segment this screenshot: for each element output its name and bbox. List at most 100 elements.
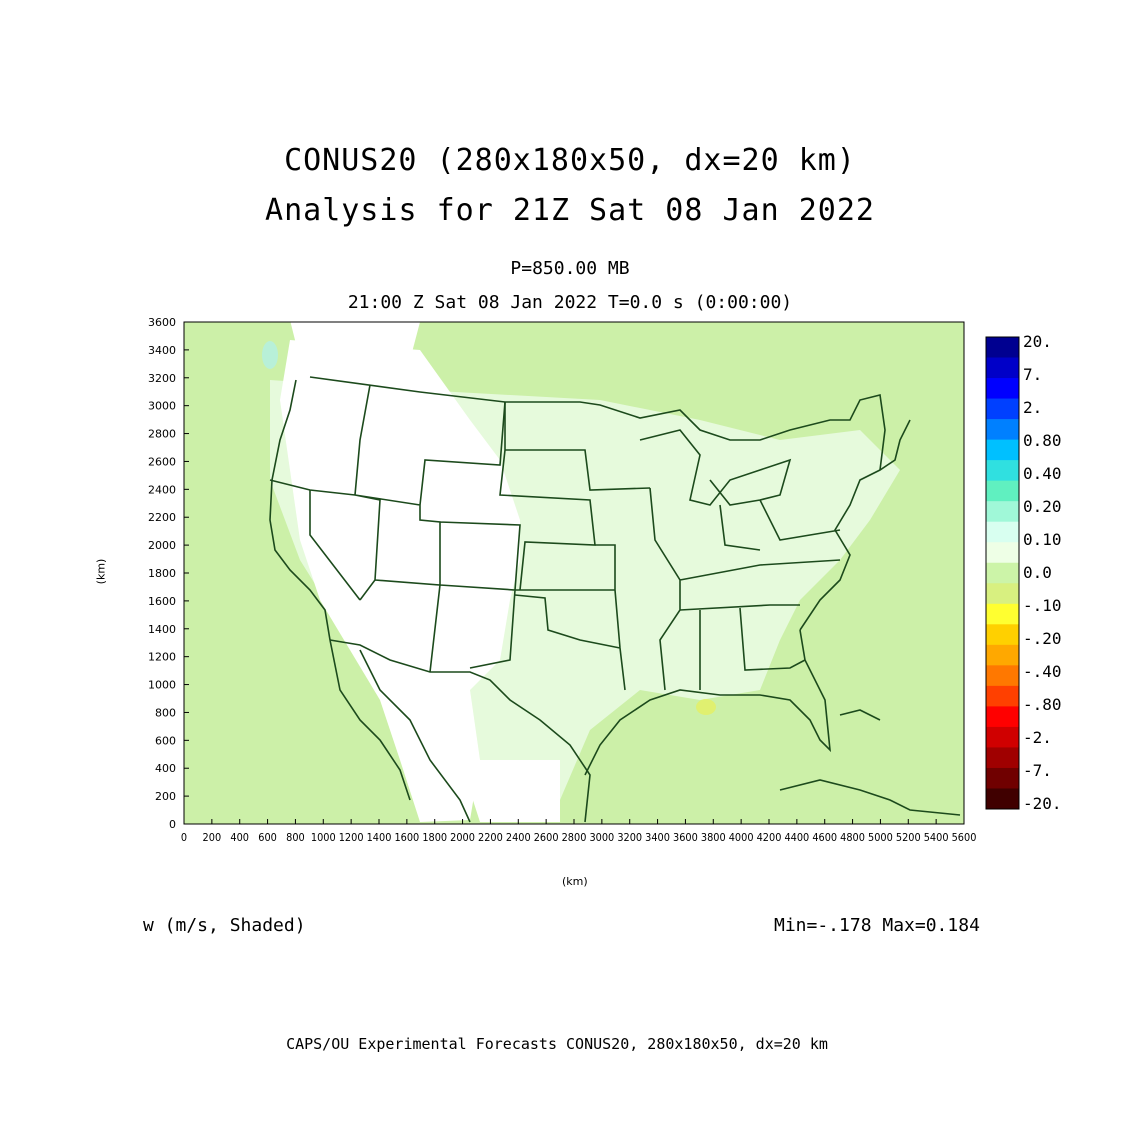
colorbar-label: 0.20 [1023,497,1062,516]
x-tick-label: 3200 [617,831,642,844]
x-axis-ticks: 0 200 400 600 800 1000 1200 1400 1600 1800 2000 220… [181,819,977,844]
x-tick-label: 3800 [701,831,726,844]
colorbar-swatch [986,562,1019,584]
colorbar-label: 0.0 [1023,563,1052,582]
us-west-coast [269,379,331,641]
colorbar-label: -20. [1023,794,1062,813]
mexico-west-coast [359,649,471,823]
field-null-south [460,760,560,822]
colorbar-label: 20. [1023,332,1052,351]
pressure-level: P=850.00 MB [510,258,630,279]
colorbar-label: -.20 [1023,629,1062,648]
x-tick-label: 3000 [589,831,614,844]
us-canada-border [309,376,886,471]
y-tick-label: 3200 [148,372,176,385]
colorbar-swatch [986,767,1019,789]
colorbar-swatch [986,624,1019,646]
map-borders [269,376,961,823]
map-plot-area [184,322,964,824]
colorbar-swatch [986,583,1019,605]
x-tick-label: 4600 [812,831,837,844]
x-tick-label: 600 [258,831,277,844]
y-tick-label: 2400 [148,483,176,496]
colorbar-swatch [986,685,1019,707]
colorbar-label: -7. [1023,761,1052,780]
x-tick-label: 4200 [757,831,782,844]
colorbar-swatch [986,398,1019,420]
state-lines-central [499,402,651,691]
great-lakes [639,429,792,506]
cuba [779,779,961,816]
y-tick-label: 1800 [148,567,176,580]
field-spot-gulf [696,699,716,715]
y-tick-label: 400 [155,762,176,775]
field-variable-label: w (m/s, Shaded) [143,915,306,936]
field-null-north [290,322,420,360]
x-tick-label: 2600 [534,831,559,844]
gulf-coast [584,629,832,776]
state-lines-east [649,487,841,691]
y-tick-label: 800 [155,706,176,719]
y-tick-label: 1400 [148,623,176,636]
colorbar-label: -.10 [1023,596,1062,615]
colorbar-swatch [986,747,1019,769]
x-tick-label: 1400 [367,831,392,844]
x-tick-label: 4400 [784,831,809,844]
florida-keys [839,709,881,721]
colorbar-swatch [986,603,1019,625]
map-title-line2: Analysis for 21Z Sat 08 Jan 2022 [265,193,875,228]
colorbar-swatch [986,501,1019,523]
x-tick-label: 4800 [840,831,865,844]
footer-credit: CAPS/OU Experimental Forecasts CONUS20, … [286,1035,828,1053]
colorbar-label: 2. [1023,398,1042,417]
east-coast [799,419,911,631]
colorbar-swatch [986,480,1019,502]
x-tick-label: 2800 [562,831,587,844]
x-tick-label: 0 [181,831,187,844]
colorbar: 20. 7. 2. 0.80 0.40 0.20 0.10 0.0 -.10 -.20 -.40 -.… [985,332,1062,813]
baja-peninsula [329,639,411,801]
y-tick-label: 3600 [148,316,176,329]
colorbar-swatch [986,378,1019,400]
colorbar-label: 7. [1023,365,1042,384]
y-tick-label: 2600 [148,455,176,468]
x-tick-label: 2200 [478,831,503,844]
map-title-line1: CONUS20 (280x180x50, dx=20 km) [284,143,856,178]
colorbar-swatch [986,788,1019,810]
x-tick-label: 200 [203,831,222,844]
y-tick-label: 2800 [148,428,176,441]
y-axis-ticks: 0 200 400 600 800 1000 1200 1400 1600 1800 2000 220… [148,316,189,831]
colorbar-label: 0.80 [1023,431,1062,450]
colorbar-swatch [986,521,1019,543]
colorbar-swatch [986,706,1019,728]
x-tick-label: 5600 [952,831,977,844]
colorbar-label: 0.40 [1023,464,1062,483]
x-tick-label: 1600 [394,831,419,844]
colorbar-swatch [986,357,1019,379]
state-lines-west [269,384,521,673]
x-tick-label: 4000 [729,831,754,844]
colorbar-swatch [986,419,1019,441]
x-tick-label: 5000 [868,831,893,844]
x-tick-label: 400 [230,831,249,844]
y-tick-label: 1600 [148,595,176,608]
y-tick-label: 1200 [148,651,176,664]
field-min-max: Min=-.178 Max=0.184 [774,915,980,936]
x-tick-label: 2400 [506,831,531,844]
colorbar-swatch [986,542,1019,564]
colorbar-label: -2. [1023,728,1052,747]
x-tick-label: 800 [286,831,305,844]
x-axis-label: (km) [562,875,588,888]
x-tick-label: 5400 [924,831,949,844]
y-tick-label: 600 [155,734,176,747]
x-tick-label: 1800 [422,831,447,844]
colorbar-label: -.40 [1023,662,1062,681]
colorbar-swatch [986,726,1019,748]
x-tick-label: 3600 [673,831,698,844]
x-tick-label: 1200 [339,831,364,844]
x-tick-label: 5200 [896,831,921,844]
colorbar-frame [985,336,1020,810]
x-tick-label: 2000 [450,831,475,844]
y-tick-label: 2200 [148,511,176,524]
